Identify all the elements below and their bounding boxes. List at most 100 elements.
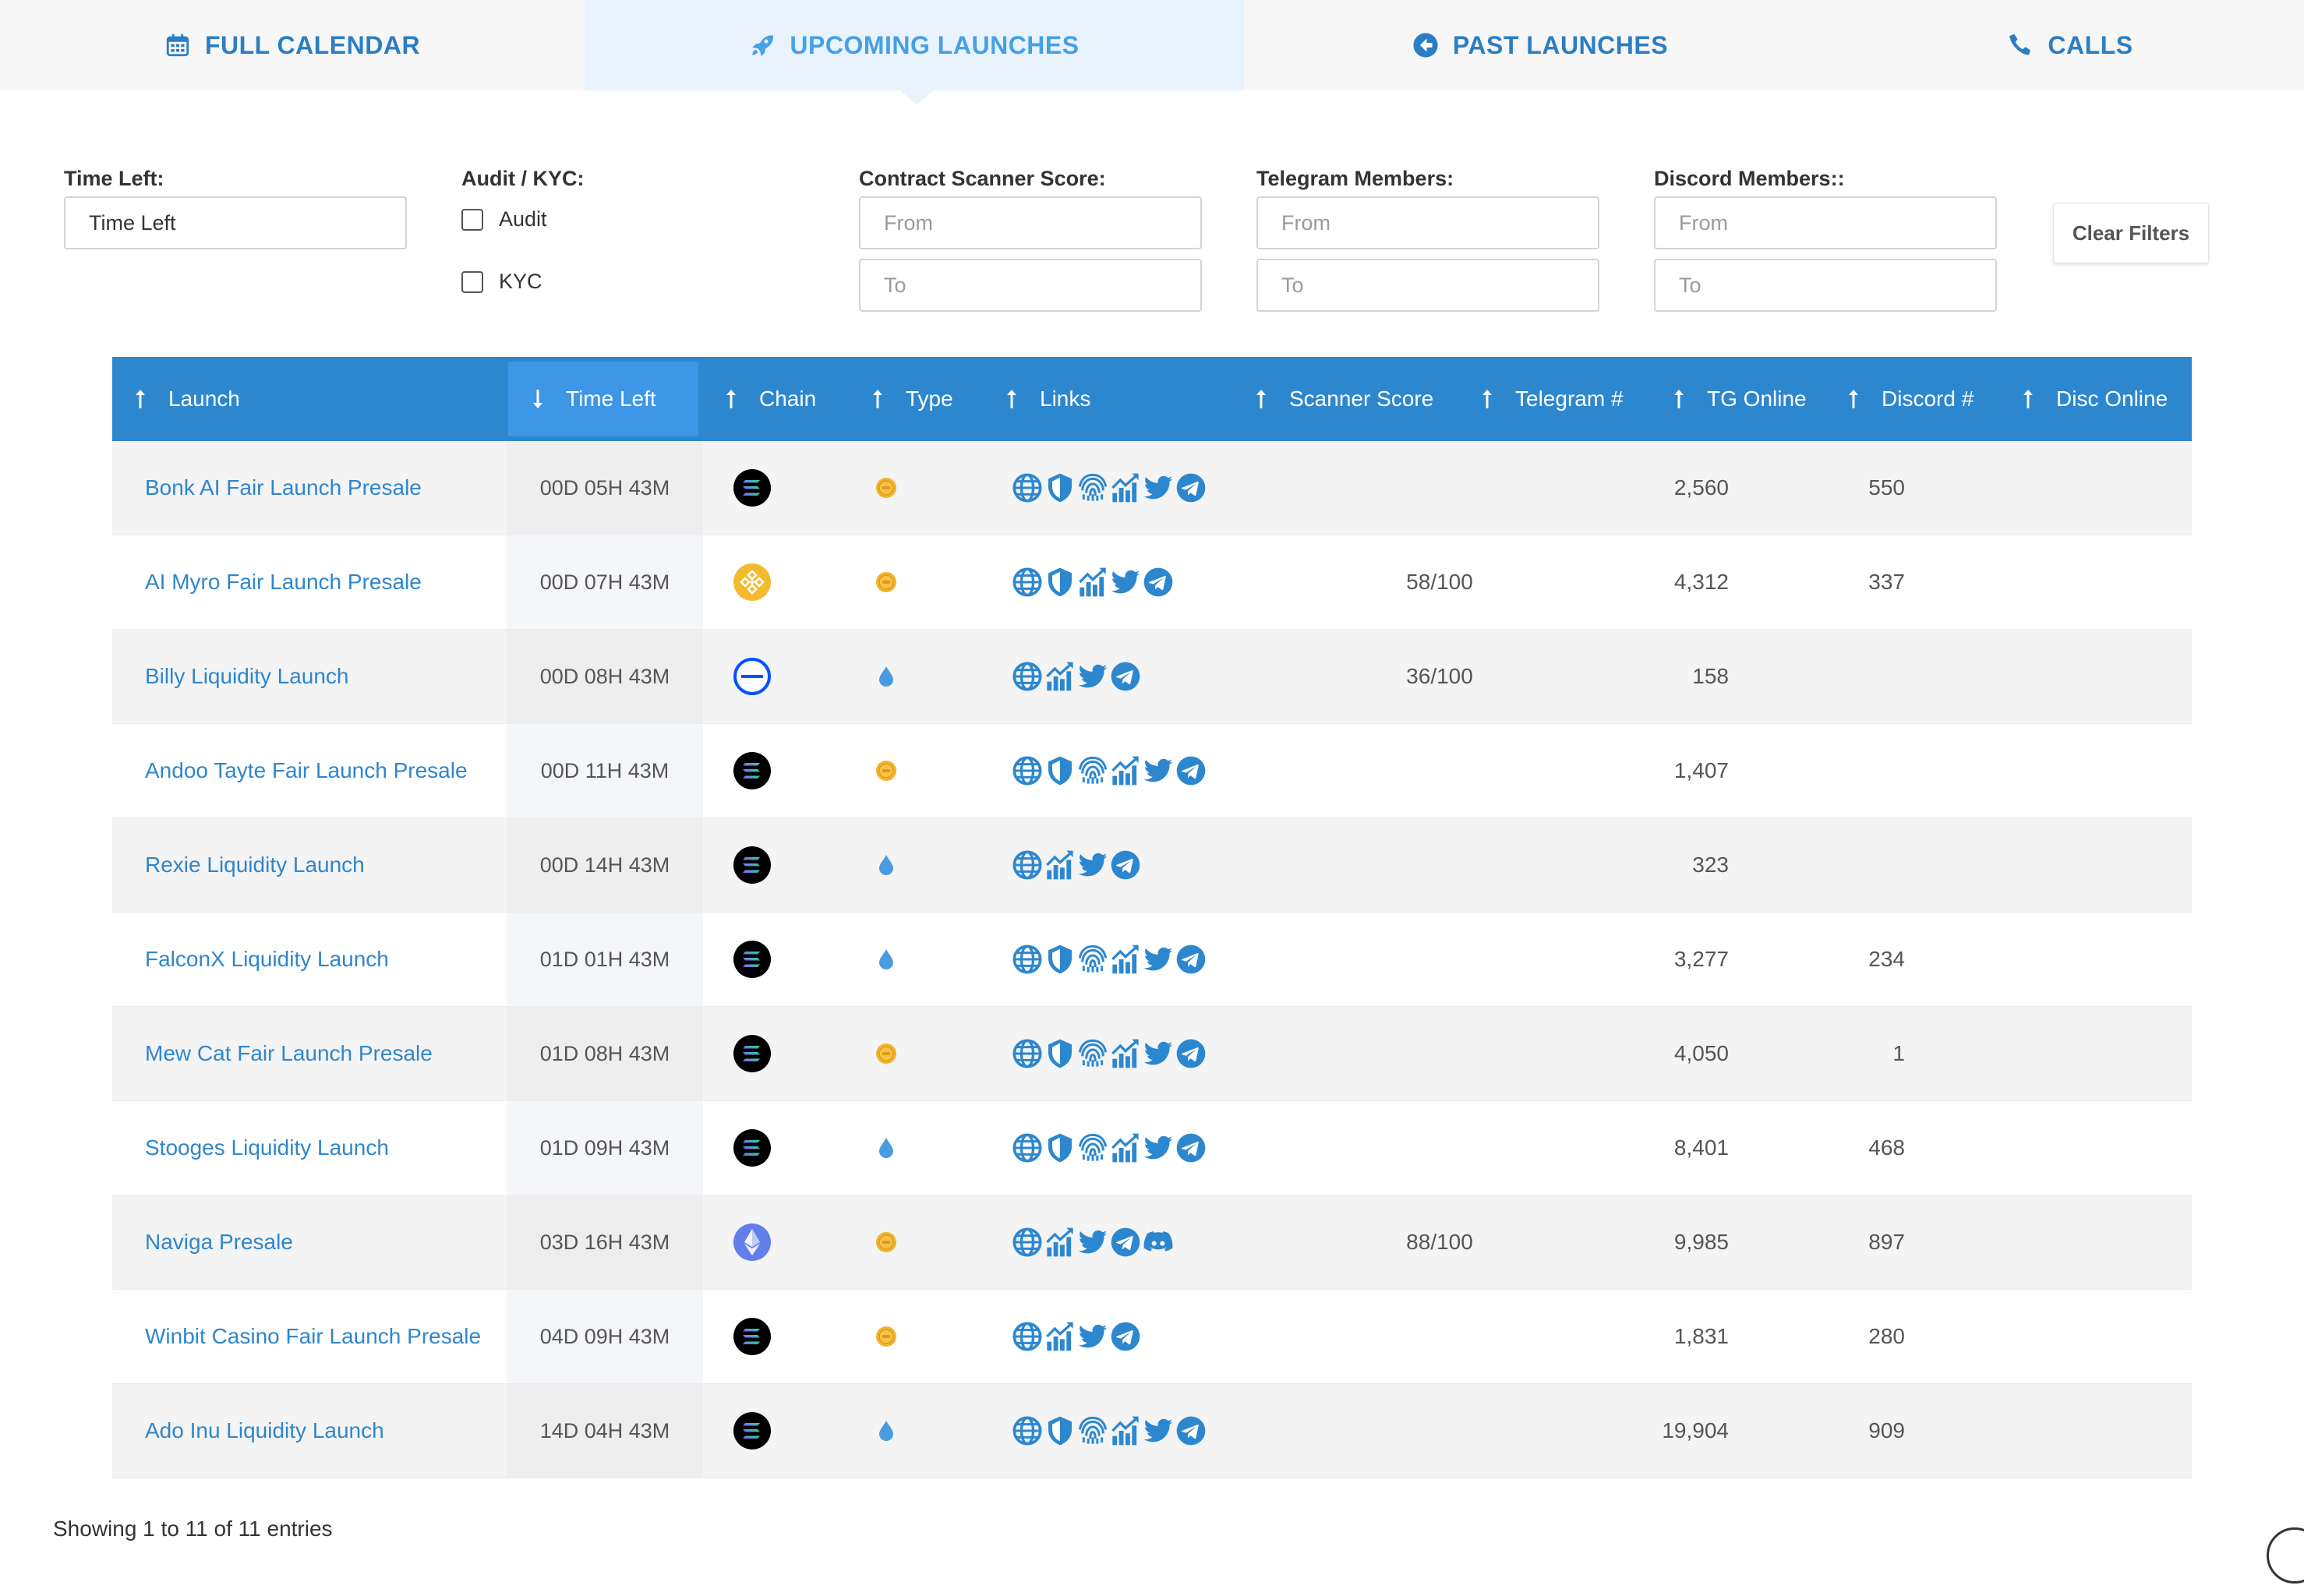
column-header-tg-online[interactable]: TG Online — [1673, 357, 1807, 441]
chart-link-icon[interactable] — [1110, 1415, 1141, 1446]
website-link-icon[interactable] — [1012, 1132, 1043, 1163]
column-header-time-left[interactable]: Time Left — [508, 362, 698, 436]
telegram-link-icon[interactable] — [1110, 849, 1141, 881]
twitter-link-icon[interactable] — [1077, 1227, 1108, 1258]
column-header-chain[interactable]: Chain — [725, 357, 816, 441]
website-link-icon[interactable] — [1012, 472, 1043, 503]
twitter-link-icon[interactable] — [1077, 849, 1108, 881]
audit-link-icon[interactable] — [1044, 1132, 1076, 1163]
column-header-telegram[interactable]: Telegram # — [1481, 357, 1624, 441]
fair-launch-type-icon — [875, 441, 898, 535]
column-header-launch[interactable]: Launch — [134, 357, 240, 441]
website-link-icon[interactable] — [1012, 849, 1043, 881]
telegram-link-icon[interactable] — [1110, 1227, 1141, 1258]
audit-link-icon[interactable] — [1044, 472, 1076, 503]
launch-name-link[interactable]: FalconX Liquidity Launch — [145, 947, 389, 971]
launch-name-link[interactable]: Billy Liquidity Launch — [145, 664, 349, 688]
telegram-link-icon[interactable] — [1143, 567, 1174, 598]
website-link-icon[interactable] — [1012, 1038, 1043, 1069]
discord-from-input[interactable] — [1654, 196, 1997, 249]
telegram-link-icon[interactable] — [1175, 1415, 1207, 1446]
chart-link-icon[interactable] — [1044, 1227, 1076, 1258]
chart-link-icon[interactable] — [1110, 472, 1141, 503]
audit-checkbox-row[interactable]: Audit — [461, 207, 547, 231]
launch-name-link[interactable]: Stooges Liquidity Launch — [145, 1135, 389, 1160]
column-header-disc-online[interactable]: Disc Online — [2022, 357, 2168, 441]
kyc-link-icon[interactable] — [1077, 1132, 1108, 1163]
twitter-link-icon[interactable] — [1077, 661, 1108, 692]
launch-name-link[interactable]: Andoo Tayte Fair Launch Presale — [145, 758, 468, 782]
discord-link-icon[interactable] — [1143, 1227, 1174, 1258]
launch-name-link[interactable]: Naviga Presale — [145, 1230, 293, 1254]
sort-asc-icon — [1255, 389, 1267, 409]
clear-filters-button[interactable]: Clear Filters — [2053, 203, 2209, 263]
chart-link-icon[interactable] — [1044, 849, 1076, 881]
chart-link-icon[interactable] — [1110, 755, 1141, 786]
twitter-link-icon[interactable] — [1143, 1415, 1174, 1446]
kyc-link-icon[interactable] — [1077, 944, 1108, 975]
twitter-link-icon[interactable] — [1077, 1321, 1108, 1352]
twitter-link-icon[interactable] — [1110, 567, 1141, 598]
telegram-members-value: 19,904 — [1662, 1418, 1729, 1442]
telegram-link-icon[interactable] — [1175, 472, 1207, 503]
website-link-icon[interactable] — [1012, 567, 1043, 598]
telegram-link-icon[interactable] — [1175, 944, 1207, 975]
chart-link-icon[interactable] — [1110, 1038, 1141, 1069]
launch-name-link[interactable]: Rexie Liquidity Launch — [145, 853, 365, 877]
telegram-link-icon[interactable] — [1110, 661, 1141, 692]
website-link-icon[interactable] — [1012, 944, 1043, 975]
scanner-from-input[interactable] — [859, 196, 1202, 249]
audit-link-icon[interactable] — [1044, 944, 1076, 975]
launch-name-link[interactable]: Winbit Casino Fair Launch Presale — [145, 1324, 482, 1348]
tab-past-launches[interactable]: PAST LAUNCHES — [1244, 0, 1836, 90]
scroll-top-button[interactable] — [2267, 1527, 2304, 1584]
chart-link-icon[interactable] — [1044, 661, 1076, 692]
audit-link-icon[interactable] — [1044, 1038, 1076, 1069]
twitter-link-icon[interactable] — [1143, 755, 1174, 786]
audit-link-icon[interactable] — [1044, 567, 1076, 598]
tab-upcoming-launches[interactable]: UPCOMING LAUNCHES — [585, 0, 1244, 90]
launch-name-link[interactable]: Bonk AI Fair Launch Presale — [145, 475, 422, 500]
kyc-link-icon[interactable] — [1077, 472, 1108, 503]
kyc-link-icon[interactable] — [1077, 1415, 1108, 1446]
chart-link-icon[interactable] — [1110, 1132, 1141, 1163]
chart-link-icon[interactable] — [1044, 1321, 1076, 1352]
twitter-link-icon[interactable] — [1143, 1038, 1174, 1069]
time-left-select[interactable] — [64, 196, 407, 249]
audit-link-icon[interactable] — [1044, 1415, 1076, 1446]
website-link-icon[interactable] — [1012, 1227, 1043, 1258]
website-link-icon[interactable] — [1012, 1415, 1043, 1446]
chart-link-icon[interactable] — [1077, 567, 1108, 598]
column-header-scanner-score[interactable]: Scanner Score — [1255, 357, 1433, 441]
tab-calls[interactable]: CALLS — [1836, 0, 2304, 90]
website-link-icon[interactable] — [1012, 755, 1043, 786]
launch-name-link[interactable]: Ado Inu Liquidity Launch — [145, 1418, 384, 1442]
kyc-checkbox[interactable] — [461, 270, 483, 293]
kyc-link-icon[interactable] — [1077, 1038, 1108, 1069]
launch-name-link[interactable]: Mew Cat Fair Launch Presale — [145, 1041, 433, 1065]
website-link-icon[interactable] — [1012, 1321, 1043, 1352]
website-link-icon[interactable] — [1012, 661, 1043, 692]
kyc-link-icon[interactable] — [1077, 755, 1108, 786]
column-header-links[interactable]: Links — [1005, 357, 1090, 441]
twitter-link-icon[interactable] — [1143, 1132, 1174, 1163]
telegram-link-icon[interactable] — [1110, 1321, 1141, 1352]
links-cell — [1012, 1290, 1141, 1383]
launch-name-link[interactable]: AI Myro Fair Launch Presale — [145, 570, 422, 594]
column-header-type[interactable]: Type — [871, 357, 953, 441]
scanner-to-input[interactable] — [859, 259, 1202, 312]
column-header-discord[interactable]: Discord # — [1847, 357, 1974, 441]
telegram-from-input[interactable] — [1256, 196, 1599, 249]
kyc-checkbox-row[interactable]: KYC — [461, 270, 542, 294]
chart-link-icon[interactable] — [1110, 944, 1141, 975]
audit-checkbox[interactable] — [461, 208, 483, 231]
discord-to-input[interactable] — [1654, 259, 1997, 312]
telegram-link-icon[interactable] — [1175, 1132, 1207, 1163]
audit-link-icon[interactable] — [1044, 755, 1076, 786]
tab-full-calendar[interactable]: FULL CALENDAR — [0, 0, 585, 90]
telegram-to-input[interactable] — [1256, 259, 1599, 312]
telegram-link-icon[interactable] — [1175, 755, 1207, 786]
twitter-link-icon[interactable] — [1143, 472, 1174, 503]
telegram-link-icon[interactable] — [1175, 1038, 1207, 1069]
twitter-link-icon[interactable] — [1143, 944, 1174, 975]
